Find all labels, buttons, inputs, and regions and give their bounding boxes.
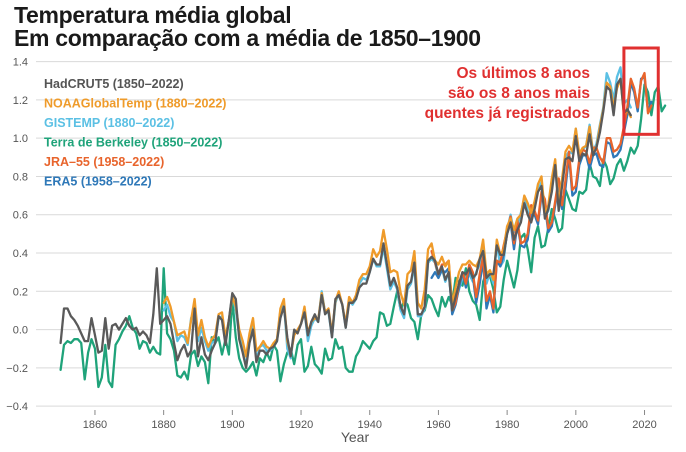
- highlight-box: [622, 46, 660, 136]
- x-tick-label: 1960: [426, 419, 450, 431]
- chart-title: Temperatura média global: [14, 2, 292, 28]
- legend: HadCRUT5 (1850–2022) NOAAGlobalTemp (1880…: [44, 77, 226, 189]
- y-tick-label: 1.0: [13, 133, 28, 145]
- y-tick-label: 1.2: [13, 95, 28, 107]
- series-line: [59, 83, 667, 389]
- y-tick-label: 0.8: [13, 171, 28, 183]
- y-tick-label: 0.4: [13, 248, 28, 260]
- annotation-line-1: Os últimos 8 anos: [456, 65, 590, 82]
- y-tick-label: 0.0: [13, 325, 28, 337]
- y-tick-label: −0.2: [6, 363, 28, 375]
- x-tick-label: 1940: [357, 419, 381, 431]
- y-tick-label: −0.4: [6, 401, 28, 413]
- series-line: [59, 77, 632, 370]
- y-tick-label: 0.6: [13, 210, 28, 222]
- legend-entry: JRA–55 (1958–2022): [44, 155, 164, 169]
- x-tick-label: 1920: [289, 419, 313, 431]
- y-tick-label: 1.4: [13, 57, 28, 69]
- y-axis: −0.4 −0.2 0.0 0.2 0.4 0.6 0.8 1.0 1.2 1.4: [6, 57, 28, 414]
- x-tick-label: 1860: [83, 419, 107, 431]
- x-tick-label: 2000: [564, 419, 588, 431]
- series-lines: [59, 66, 667, 389]
- x-tick-label: 1900: [220, 419, 244, 431]
- annotation-line-2: são os 8 anos mais: [447, 85, 590, 102]
- y-tick-label: 0.2: [13, 286, 28, 298]
- series-line: [162, 77, 632, 358]
- annotation: Os últimos 8 anos são os 8 anos mais que…: [425, 64, 590, 124]
- chart-subtitle: Em comparação com a média de 1850–1900: [14, 25, 481, 51]
- x-tick-label: 2020: [632, 419, 656, 431]
- legend-entry: NOAAGlobalTemp (1880–2022): [44, 97, 226, 111]
- x-axis: 1860 1880 1900 1920 1940 1960 1980 2000 2020: [83, 410, 657, 431]
- annotation-line-3: quentes já registrados: [424, 105, 590, 122]
- legend-entry: Terra de Berkeley (1850–2022): [44, 136, 222, 150]
- legend-entry: ERA5 (1958–2022): [44, 175, 152, 189]
- legend-entry: HadCRUT5 (1850–2022): [44, 77, 184, 91]
- x-axis-label: Year: [341, 429, 370, 445]
- x-tick-label: 1880: [151, 419, 175, 431]
- x-tick-label: 1980: [495, 419, 519, 431]
- legend-entry: GISTEMP (1880–2022): [44, 116, 174, 130]
